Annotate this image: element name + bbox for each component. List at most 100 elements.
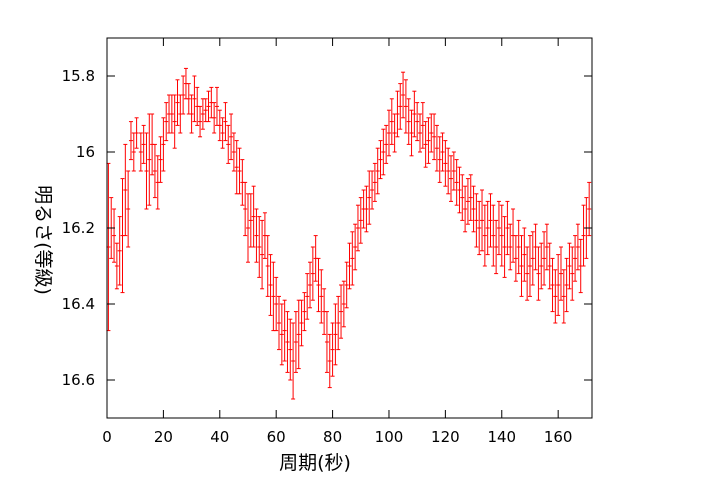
data-point [310,246,315,301]
data-point [539,242,544,290]
data-point [350,231,355,286]
data-point [395,90,400,138]
data-point [536,246,541,301]
data-point [505,200,510,256]
data-point [443,140,448,187]
data-point [401,71,406,119]
data-point [499,204,504,267]
data-point [251,185,256,248]
data-point [279,303,284,366]
data-point [305,273,310,320]
data-point [578,238,583,294]
data-point [248,193,253,248]
data-point [556,254,561,316]
data-point [372,162,377,202]
data-point [437,136,442,183]
data-point [243,181,248,237]
data-point [381,128,386,176]
data-point [327,333,332,389]
data-point [361,189,366,229]
data-point [274,276,279,332]
data-point [522,227,527,282]
data-point [398,83,403,130]
y-axis-title: 明るさ(等級) [32,185,54,295]
data-point [231,132,236,172]
data-point [333,303,338,366]
data-point [485,200,490,256]
data-point [172,94,177,149]
data-point [440,132,445,172]
data-point [223,102,228,142]
data-point [384,124,389,164]
data-point [302,292,307,332]
data-point [229,113,234,161]
data-point [434,124,439,172]
data-point [494,219,499,275]
data-point [573,235,578,282]
data-point [152,143,157,199]
x-tick-label: 140 [487,428,516,446]
x-tick-label: 160 [544,428,573,446]
data-point [567,242,572,290]
data-point [412,90,417,138]
data-point [542,231,547,286]
data-point [561,269,566,324]
data-point [409,109,414,157]
data-point [138,132,143,172]
data-point [268,254,273,316]
axis-ticks [106,38,592,418]
data-point [420,102,425,149]
data-point [581,204,586,267]
data-point [339,284,344,339]
data-point [260,219,265,290]
data-point [553,269,558,324]
y-tick-label: 15.8 [62,67,95,85]
data-point [432,113,437,161]
data-point [423,121,428,168]
data-point [558,246,563,301]
data-point [347,242,352,290]
data-point [480,189,485,252]
data-point [134,117,139,149]
data-point [429,113,434,153]
data-point [198,105,203,138]
data-point [299,299,304,347]
data-point [465,178,470,225]
data-point [355,204,360,252]
data-point [192,75,197,123]
data-point [240,159,245,206]
data-point [144,132,149,210]
data-point [474,193,479,248]
data-point [220,117,225,149]
data-point [296,299,301,370]
data-point [527,235,532,297]
data-point [463,185,468,233]
data-point [245,193,250,263]
x-tick-label: 80 [323,428,342,446]
data-point [158,136,163,183]
data-point [141,124,146,164]
data-point [364,185,369,233]
data-point [471,185,476,233]
data-point [123,143,128,237]
data-point [491,204,496,267]
data-point [519,235,524,297]
x-tick-label: 40 [210,428,229,446]
data-point [285,311,290,373]
data-point [344,261,349,309]
data-point [178,94,183,134]
data-point [341,280,346,328]
data-point [206,90,211,123]
data-point [502,216,507,278]
data-point [131,132,136,172]
data-point [212,102,217,134]
data-point [375,147,380,195]
data-point [482,204,487,267]
y-tick-label: 16.4 [62,295,95,313]
y-tick-label: 16.6 [62,371,95,389]
data-point [186,83,191,115]
data-point [293,311,298,373]
data-point [358,197,363,244]
data-point [308,261,313,309]
data-point [330,322,335,377]
